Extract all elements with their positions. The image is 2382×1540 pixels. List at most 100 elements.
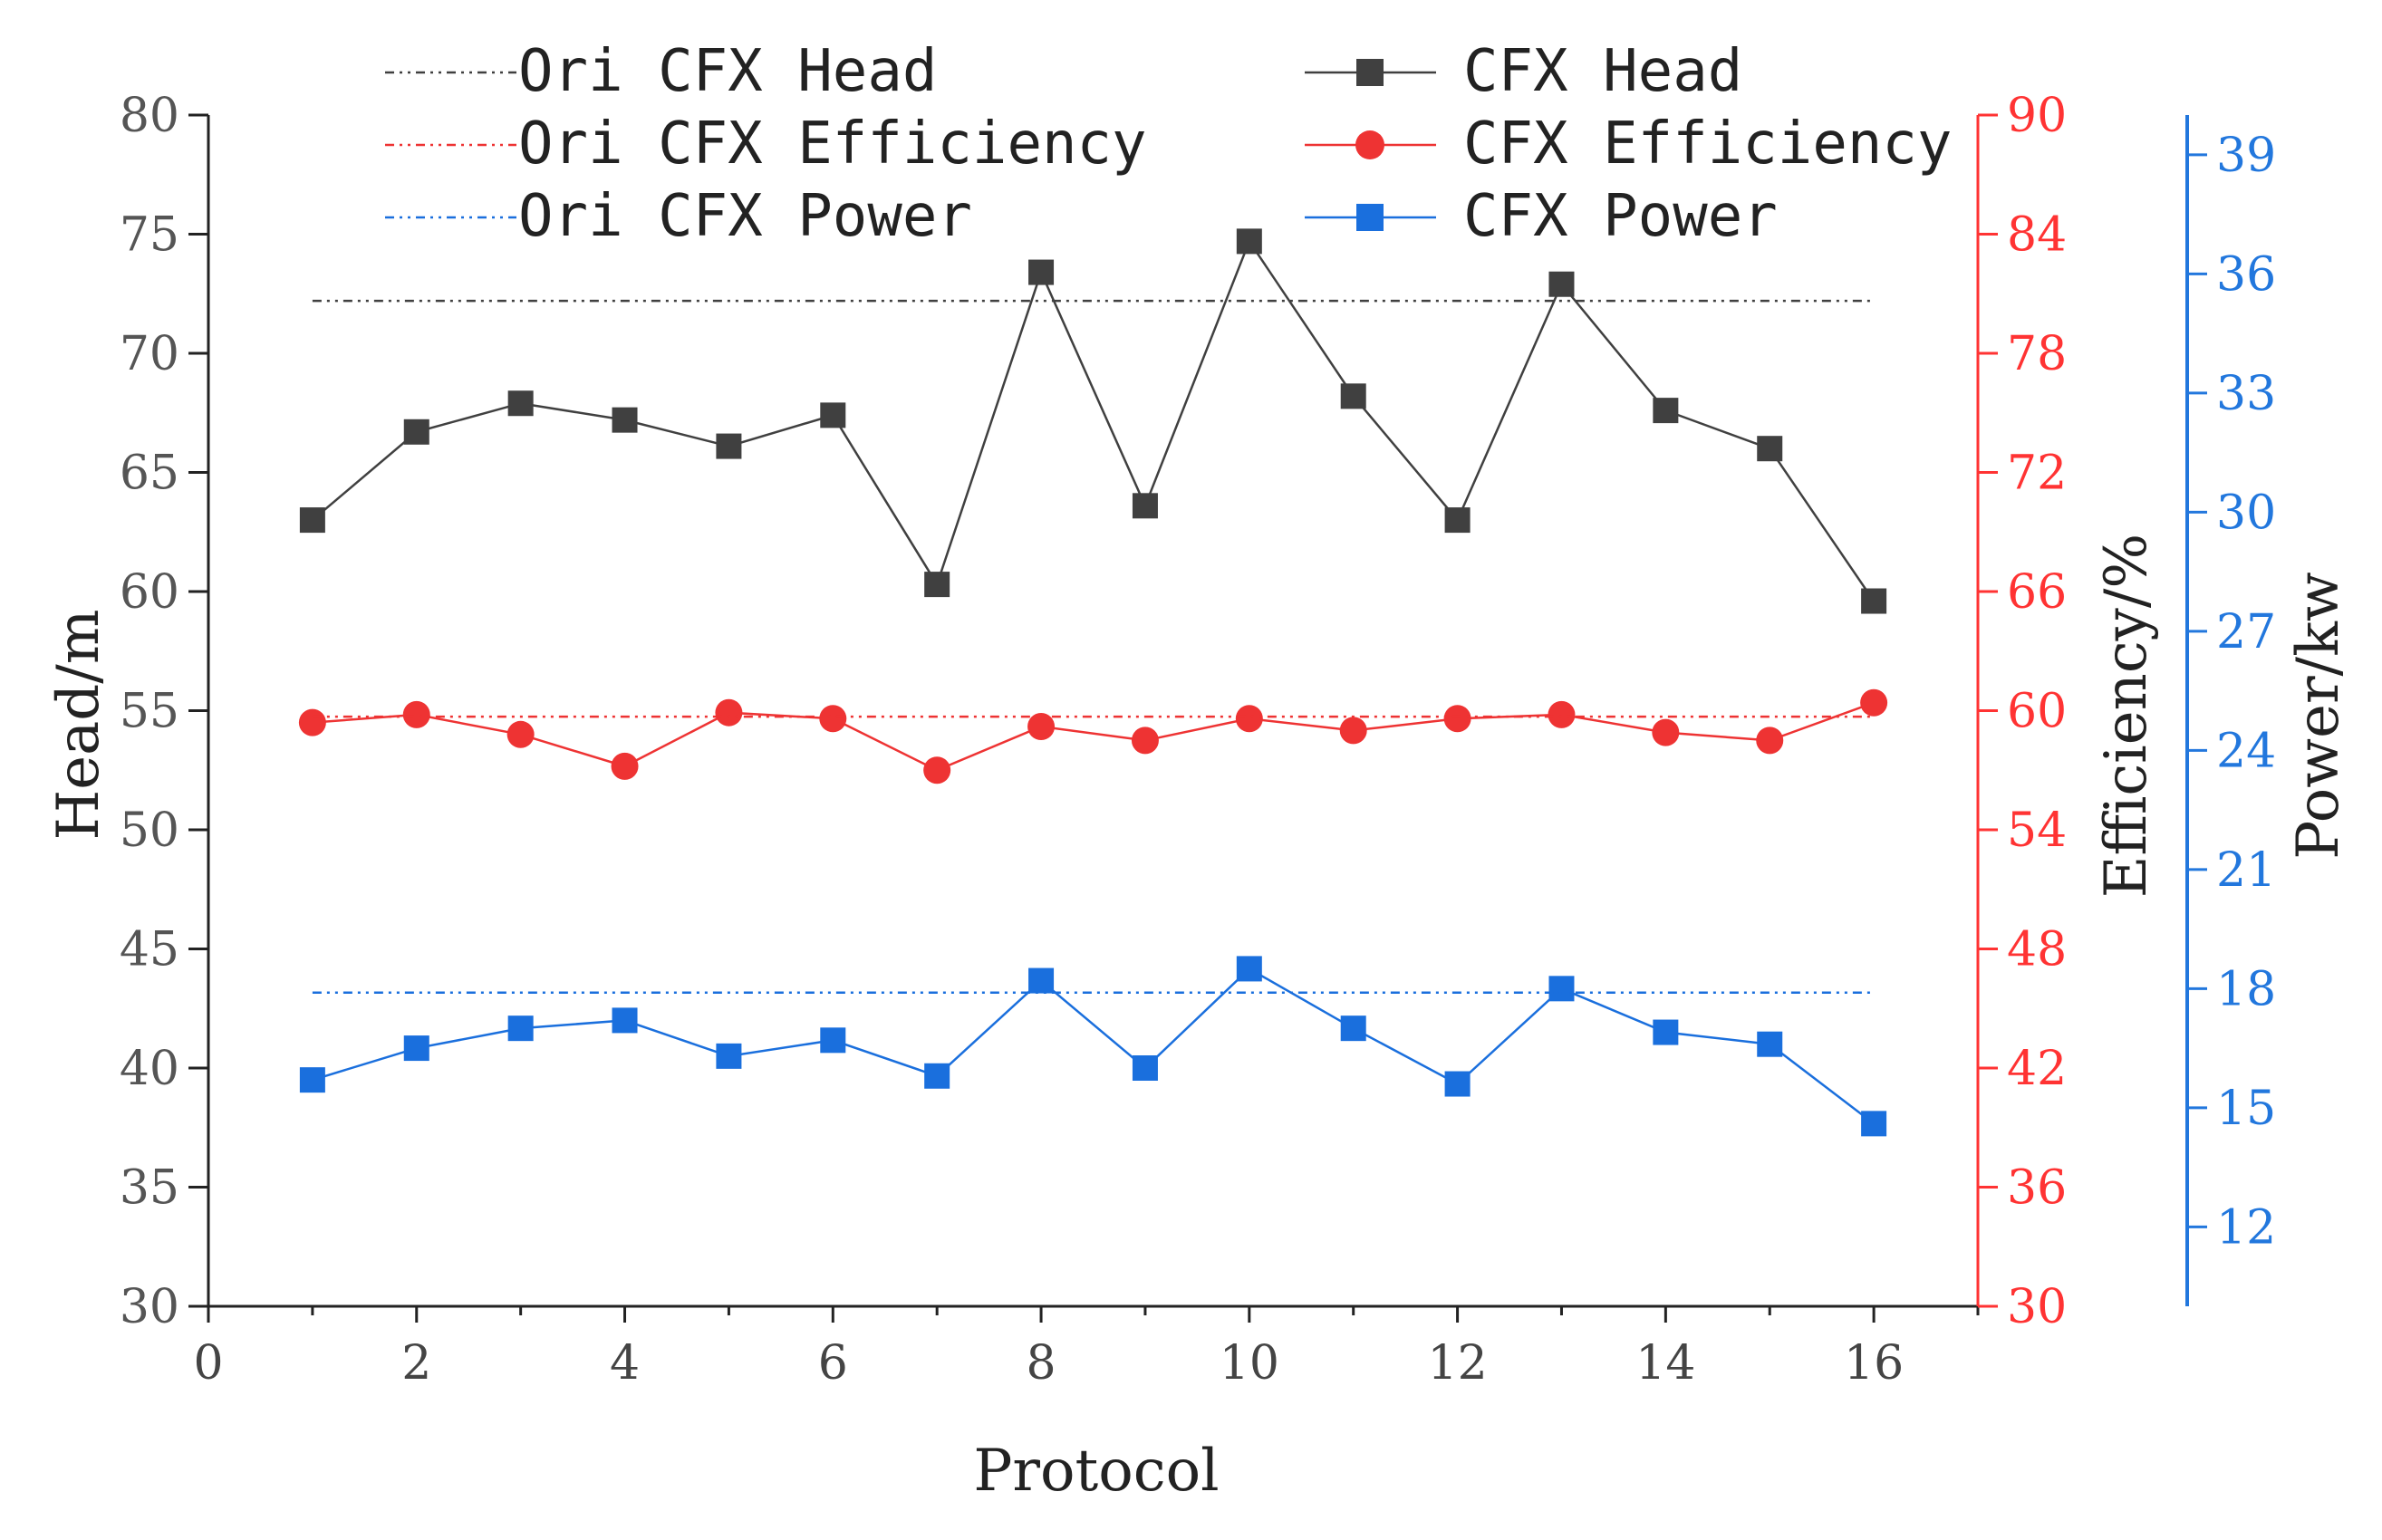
efficiency-tick-label: 66 [2007,565,2067,620]
power-tick-label: 39 [2216,129,2276,183]
cfx-head-point [1340,383,1366,409]
cfx-head-point [1653,398,1679,424]
cfx-efficiency-point [1548,700,1576,728]
cfx-head-point [299,507,325,534]
efficiency-tick-label: 90 [2007,89,2067,143]
x-tick-label: 16 [1844,1336,1904,1391]
cfx-head-point [1861,588,1887,614]
efficiency-tick-label: 72 [2007,447,2067,501]
cfx-efficiency-point [506,720,535,748]
efficiency-tick-label: 60 [2007,685,2067,739]
head-tick-label: 40 [120,1042,179,1096]
power-tick-label: 33 [2216,367,2276,421]
efficiency-axis-title: Efficiency/% [2093,534,2160,898]
cfx-efficiency-point [1652,718,1680,746]
cfx-head-point [716,433,742,459]
power-tick-label: 15 [2216,1082,2276,1136]
x-tick-label: 2 [401,1336,431,1391]
cfx-power-point [1861,1111,1887,1137]
power-axis-title: Power/kw [2285,572,2352,859]
x-tick-label: 8 [1027,1336,1056,1391]
cfx-head-line [312,238,1876,602]
power-tick-label: 18 [2216,962,2276,1016]
cfx-efficiency-point [715,698,743,727]
cfx-efficiency-point [1027,713,1056,741]
cfx-power-point [1132,1055,1158,1081]
x-axis-title: Protocol [973,1438,1219,1505]
cfx-head-point [1444,507,1471,534]
cfx-power-point [1757,1031,1783,1057]
legend-cfx-power-marker [1356,204,1384,231]
cfx-efficiency-point [1860,688,1888,717]
cfx-power-point [1444,1071,1471,1097]
cfx-head-point [507,390,534,417]
x-tick-label: 0 [193,1336,223,1391]
cfx-power-point [924,1063,950,1089]
efficiency-tick-label: 42 [2007,1042,2067,1096]
head-tick-label: 55 [120,685,179,739]
head-tick-label: 45 [120,923,179,977]
cfx-efficiency-point [1756,727,1784,755]
cfx-power-point [612,1007,638,1034]
cfx-efficiency-point [1443,705,1471,733]
cfx-efficiency-line [312,701,1875,772]
cfx-power-point [1653,1019,1679,1045]
cfx-efficiency-point [402,700,430,728]
legend-ori-cfx-efficiency-label: Ori CFX Efficiency [518,111,1147,178]
cfx-head-point [403,419,429,445]
legend-cfx-power-label: CFX Power [1463,183,1778,250]
x-tick-label: 14 [1635,1336,1695,1391]
cfx-head-point [1028,259,1055,285]
cfx-head-point [1548,271,1575,297]
cfx-power-point [820,1027,846,1054]
legend-ori-cfx-power-label: Ori CFX Power [518,183,972,250]
power-tick-label: 21 [2216,843,2276,898]
head-axis-title: Head/m [45,609,112,840]
x-tick-label: 6 [818,1336,848,1391]
power-tick-label: 24 [2216,724,2276,778]
x-tick-label: 10 [1220,1336,1279,1391]
head-tick-label: 80 [120,89,179,143]
x-tick-label: 4 [610,1336,640,1391]
head-tick-label: 50 [120,804,179,858]
efficiency-tick-label: 84 [2007,208,2067,263]
legend-cfx-head-marker [1356,59,1384,86]
legend-cfx-efficiency-marker [1355,130,1384,159]
cfx-power-point [1548,976,1575,1002]
cfx-efficiency-point [298,708,326,736]
efficiency-tick-label: 36 [2007,1161,2067,1216]
cfx-head-point [820,402,846,428]
cfx-power-point [1340,1015,1366,1042]
cfx-efficiency-point [923,756,951,784]
efficiency-tick-label: 54 [2007,804,2067,858]
efficiency-tick-label: 30 [2007,1280,2067,1334]
head-tick-label: 65 [120,447,179,501]
cfx-head-point [1236,228,1262,255]
x-tick-label: 12 [1428,1336,1488,1391]
efficiency-tick-label: 48 [2007,923,2067,977]
cfx-power-line [312,967,1875,1125]
head-tick-label: 35 [120,1161,179,1216]
cfx-efficiency-point [1131,727,1159,755]
cfx-efficiency-point [611,752,639,780]
cfx-efficiency-point [1339,717,1367,745]
cfx-head-point [1757,436,1783,462]
head-tick-label: 60 [120,565,179,620]
power-tick-label: 30 [2216,486,2276,540]
power-tick-label: 27 [2216,605,2276,659]
legend-ori-cfx-head-label: Ori CFX Head [518,38,937,105]
head-tick-label: 30 [120,1280,179,1334]
cfx-efficiency-point [1235,705,1263,733]
efficiency-tick-label: 78 [2007,327,2067,381]
legend-cfx-efficiency-label: CFX Efficiency [1463,111,1952,178]
plot-area: 0 2 4 6 8 10 12 14 16303540455055606570758030364… [120,89,2276,1391]
head-tick-label: 75 [120,208,179,263]
cfx-power-point [716,1043,742,1069]
cfx-power-point [507,1015,534,1042]
cfx-power-point [1028,967,1055,994]
cfx-power-point [403,1035,429,1062]
legend-cfx-head-label: CFX Head [1463,38,1742,105]
